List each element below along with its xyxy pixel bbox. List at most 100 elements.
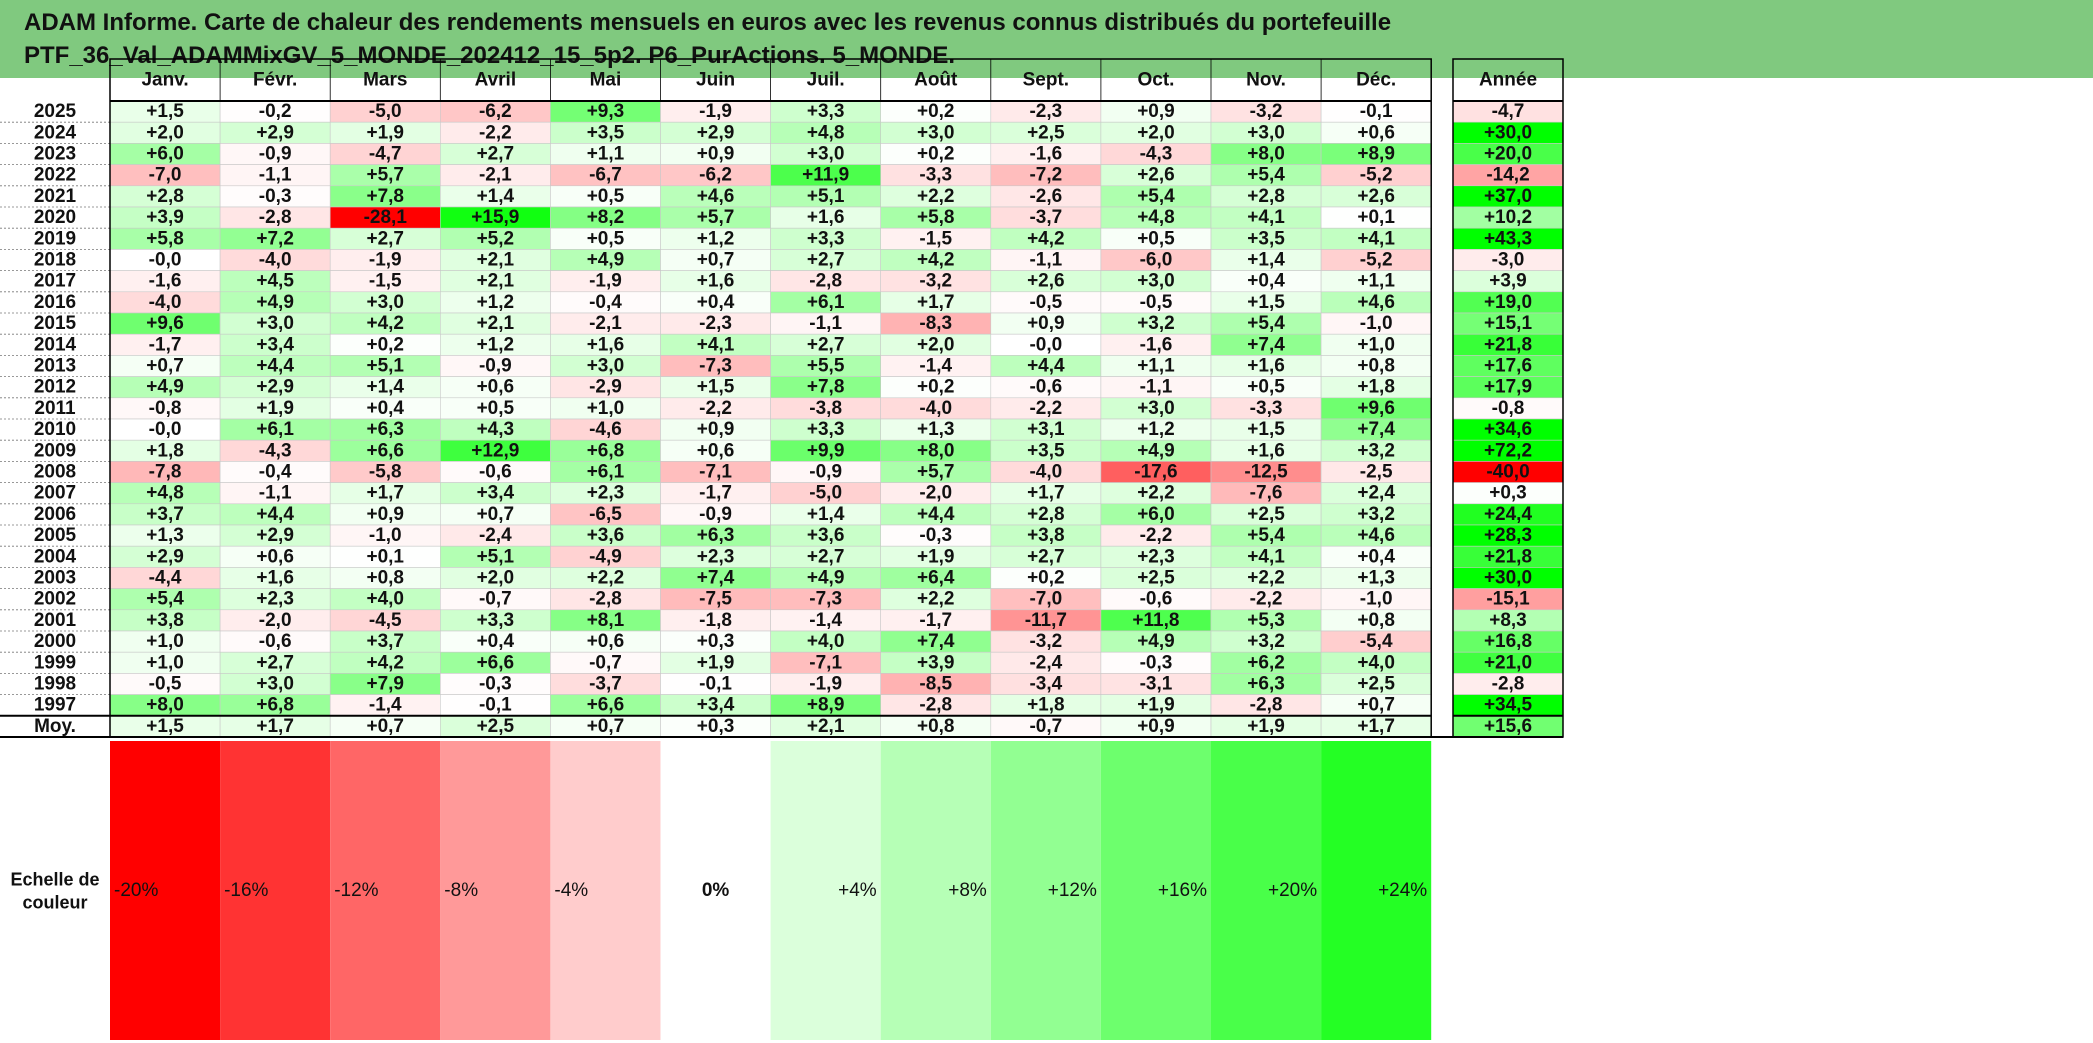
month-header: Sept. <box>1023 70 1069 91</box>
cell-value: -1,7 <box>919 610 952 631</box>
cell-value: +9,3 <box>587 101 625 122</box>
cell-value: +3,7 <box>146 504 184 525</box>
cell-value: -3,8 <box>809 398 842 419</box>
scale-swatch <box>220 741 331 1040</box>
cell-value: -2,2 <box>1029 398 1062 419</box>
cell-value: -1,9 <box>809 674 842 695</box>
cell-value: -4,4 <box>149 568 182 589</box>
cell-value: +4,0 <box>366 589 404 610</box>
cell-value: +1,7 <box>917 292 955 313</box>
cell-value: -7,0 <box>1029 589 1062 610</box>
cell-value: -3,2 <box>1029 631 1062 652</box>
cell-value: -2,3 <box>1029 101 1062 122</box>
cell-value: +6,6 <box>366 440 404 461</box>
cell-value: -7,3 <box>809 589 842 610</box>
cell-value: +3,0 <box>256 674 294 695</box>
cell-value: +1,2 <box>477 334 515 355</box>
year-row-label: 2017 <box>34 271 76 292</box>
cell-value: +2,8 <box>1247 186 1285 207</box>
cell-value: -0,6 <box>259 631 292 652</box>
cell-value: +6,0 <box>146 144 184 165</box>
cell-value: -1,6 <box>149 271 182 292</box>
year-row-label: 2024 <box>34 122 77 143</box>
year-row-label: 2015 <box>34 313 77 334</box>
cell-value: +0,2 <box>917 144 955 165</box>
scale-swatch <box>550 741 661 1040</box>
cell-value: +0,2 <box>917 377 955 398</box>
cell-value: -0,5 <box>149 674 182 695</box>
cell-value: +15,9 <box>471 207 519 228</box>
month-header: Mars <box>363 70 407 91</box>
cell-value: -4,5 <box>369 610 402 631</box>
cell-value: +0,9 <box>1137 101 1175 122</box>
cell-value: +6,8 <box>256 695 294 716</box>
cell-value: +0,7 <box>146 356 184 377</box>
cell-value: -4,0 <box>149 292 182 313</box>
cell-value: +4,5 <box>256 271 294 292</box>
month-header: Avril <box>475 70 517 91</box>
annual-value: +21,0 <box>1484 652 1532 673</box>
cell-value: +6,8 <box>587 440 625 461</box>
cell-value: +4,2 <box>917 250 955 271</box>
scale-tick: +20% <box>1268 880 1317 901</box>
cell-value: -4,9 <box>589 546 622 567</box>
annual-value: +19,0 <box>1484 292 1532 313</box>
cell-value: +7,8 <box>807 377 845 398</box>
cell-value: +2,1 <box>477 271 515 292</box>
year-row-label: 2007 <box>34 483 76 504</box>
scale-tick: -8% <box>444 880 478 901</box>
cell-value: +6,3 <box>366 419 404 440</box>
cell-value: +4,4 <box>256 504 294 525</box>
cell-value: +5,4 <box>1247 313 1285 334</box>
cell-value: -0,7 <box>1029 716 1062 737</box>
cell-value: +7,2 <box>256 228 294 249</box>
cell-value: +9,6 <box>146 313 184 334</box>
cell-value: +4,9 <box>1137 440 1175 461</box>
cell-value: +2,5 <box>477 716 515 737</box>
cell-value: +2,5 <box>1027 122 1065 143</box>
cell-value: +0,7 <box>1357 695 1395 716</box>
annual-value: +20,0 <box>1484 144 1532 165</box>
cell-value: -2,0 <box>919 483 952 504</box>
cell-value: +5,4 <box>1247 165 1285 186</box>
cell-value: +2,2 <box>1137 483 1175 504</box>
cell-value: +4,9 <box>146 377 184 398</box>
cell-value: +11,8 <box>1132 610 1179 631</box>
cell-value: +2,9 <box>256 122 294 143</box>
cell-value: +1,0 <box>146 652 184 673</box>
cell-value: -1,8 <box>699 610 732 631</box>
cell-value: +8,0 <box>1247 144 1285 165</box>
cell-value: +0,8 <box>917 716 955 737</box>
cell-value: +3,0 <box>1247 122 1285 143</box>
cell-value: +2,8 <box>146 186 184 207</box>
scale-swatch <box>1100 741 1211 1040</box>
cell-value: +5,1 <box>366 356 404 377</box>
cell-value: -1,0 <box>369 525 402 546</box>
cell-value: -2,8 <box>919 695 952 716</box>
cell-value: +2,7 <box>477 144 515 165</box>
cell-value: -5,2 <box>1360 250 1393 271</box>
cell-value: +7,9 <box>366 674 404 695</box>
cell-value: +1,5 <box>146 716 184 737</box>
cell-value: +6,1 <box>256 419 294 440</box>
cell-value: +1,6 <box>807 207 845 228</box>
cell-value: +4,4 <box>917 504 955 525</box>
cell-value: -3,1 <box>1140 674 1173 695</box>
month-header: Févr. <box>253 70 297 91</box>
cell-value: +6,1 <box>807 292 845 313</box>
annual-value: +30,0 <box>1484 122 1532 143</box>
month-header: Mai <box>590 70 622 91</box>
annual-value: +28,3 <box>1484 525 1532 546</box>
cell-value: +3,5 <box>587 122 625 143</box>
cell-value: -7,0 <box>149 165 182 186</box>
cell-value: +11,9 <box>802 165 849 186</box>
cell-value: -2,4 <box>479 525 512 546</box>
annual-value: +10,2 <box>1484 207 1532 228</box>
scale-tick: +12% <box>1048 880 1097 901</box>
cell-value: +1,8 <box>146 440 184 461</box>
cell-value: +6,3 <box>697 525 735 546</box>
cell-value: -0,6 <box>479 462 512 483</box>
cell-value: -1,9 <box>589 271 622 292</box>
cell-value: -6,7 <box>589 165 622 186</box>
cell-value: +3,7 <box>366 631 404 652</box>
